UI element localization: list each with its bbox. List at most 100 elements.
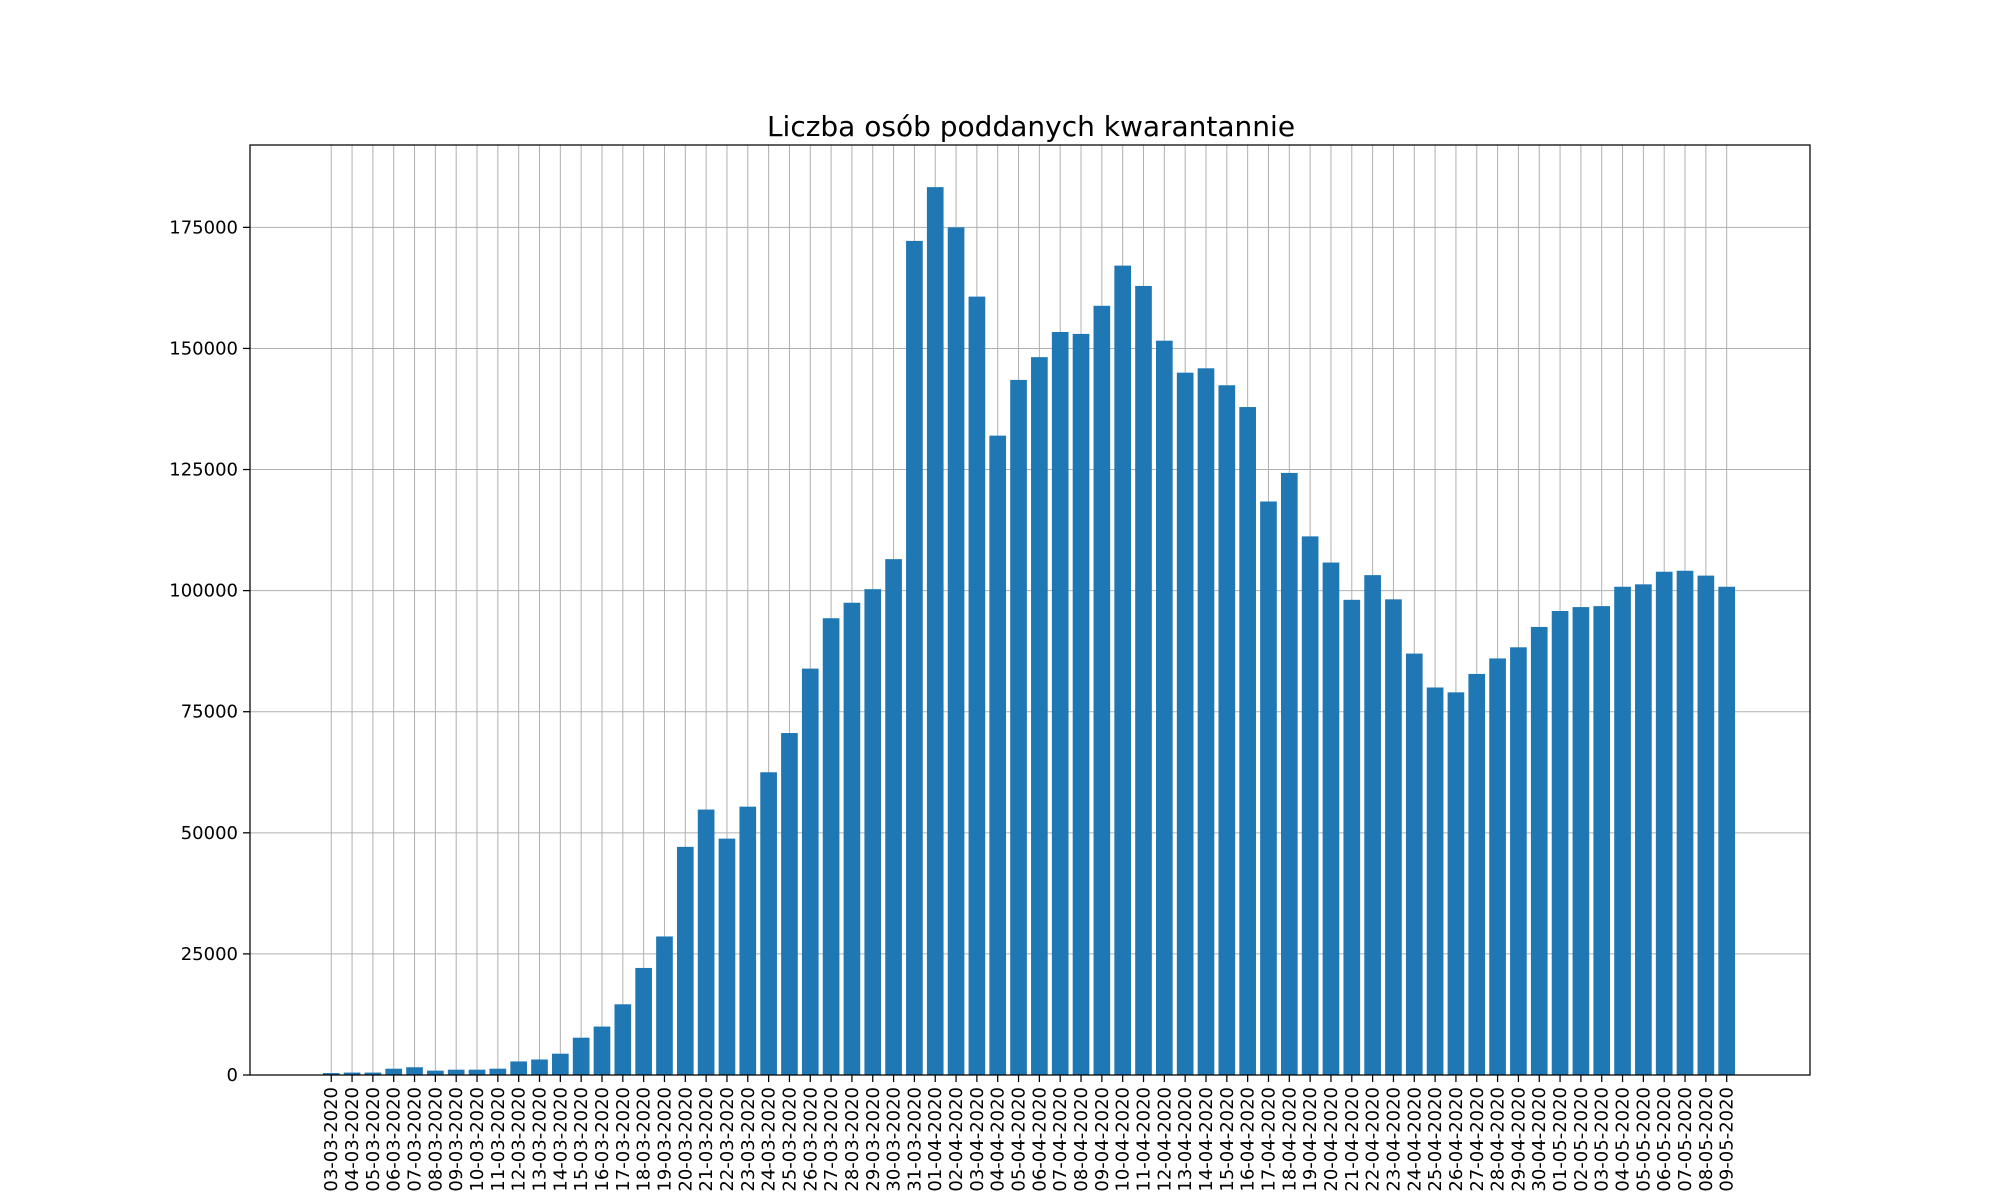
- bar-07-03-2020: [406, 1067, 423, 1075]
- bar-11-03-2020: [489, 1068, 507, 1075]
- x-tick-label: 07-05-2020: [1675, 1087, 1696, 1192]
- bar-25-03-2020: [781, 733, 798, 1075]
- bar-18-03-2020: [635, 967, 652, 1075]
- bar-26-03-2020: [801, 668, 819, 1075]
- x-tick-label: 11-04-2020: [1134, 1087, 1155, 1192]
- bar-25-04-2020: [1426, 687, 1444, 1075]
- x-tick-label: 24-04-2020: [1404, 1087, 1425, 1192]
- y-tick-label: 50000: [181, 823, 238, 844]
- x-tick-label: 22-04-2020: [1363, 1087, 1384, 1192]
- x-tick-label: 06-04-2020: [1029, 1087, 1050, 1192]
- bar-13-04-2020: [1176, 372, 1194, 1075]
- x-tick-label: 08-05-2020: [1696, 1087, 1717, 1192]
- chart-title: Liczba osób poddanych kwarantannie: [767, 110, 1295, 143]
- x-tick-label: 10-04-2020: [1113, 1087, 1134, 1192]
- bar-03-05-2020: [1593, 606, 1611, 1075]
- x-tick-label: 09-04-2020: [1092, 1087, 1113, 1192]
- bar-10-03-2020: [468, 1069, 486, 1075]
- bar-09-04-2020: [1093, 305, 1111, 1075]
- x-tick-label: 18-04-2020: [1279, 1087, 1300, 1192]
- bar-30-03-2020: [885, 559, 902, 1075]
- x-tick-label: 13-04-2020: [1175, 1087, 1196, 1192]
- y-tick-label: 125000: [169, 460, 238, 481]
- y-tick-label: 175000: [169, 217, 238, 238]
- bar-27-03-2020: [822, 618, 840, 1075]
- bar-06-05-2020: [1655, 571, 1673, 1075]
- bar-07-05-2020: [1676, 570, 1694, 1075]
- bar-05-04-2020: [1010, 379, 1027, 1075]
- x-tick-label: 09-03-2020: [446, 1087, 467, 1192]
- bar-16-03-2020: [593, 1026, 611, 1075]
- bar-21-03-2020: [697, 809, 715, 1075]
- bar-09-05-2020: [1718, 586, 1736, 1075]
- x-tick-label: 26-03-2020: [800, 1087, 821, 1192]
- bar-08-05-2020: [1697, 575, 1715, 1075]
- bars: [322, 187, 1736, 1075]
- x-tick-label: 02-04-2020: [946, 1087, 967, 1192]
- bar-27-04-2020: [1468, 673, 1486, 1075]
- bar-11-04-2020: [1135, 285, 1152, 1075]
- x-tick-label: 01-05-2020: [1550, 1087, 1571, 1192]
- bar-31-03-2020: [906, 240, 923, 1075]
- x-tick-label: 18-03-2020: [634, 1087, 655, 1192]
- x-tick-label: 14-03-2020: [550, 1087, 571, 1192]
- bar-12-03-2020: [510, 1061, 528, 1075]
- x-tick-label: 08-04-2020: [1071, 1087, 1092, 1192]
- bar-29-03-2020: [864, 589, 882, 1075]
- x-tick-label: 19-04-2020: [1300, 1087, 1321, 1192]
- bar-05-05-2020: [1635, 584, 1652, 1075]
- y-tick-label: 25000: [181, 944, 238, 965]
- x-tick-label: 26-04-2020: [1446, 1087, 1467, 1192]
- x-tick-label: 20-04-2020: [1321, 1087, 1342, 1192]
- x-tick-label: 05-03-2020: [363, 1087, 384, 1192]
- bar-22-04-2020: [1364, 575, 1381, 1075]
- x-tick-label: 22-03-2020: [717, 1087, 738, 1192]
- x-tick-label: 03-03-2020: [321, 1087, 342, 1192]
- x-tick-label: 10-03-2020: [467, 1087, 488, 1192]
- bar-08-04-2020: [1072, 333, 1090, 1075]
- x-tick-label: 06-05-2020: [1654, 1087, 1675, 1192]
- bar-19-03-2020: [656, 936, 673, 1075]
- x-tick-label: 14-04-2020: [1196, 1087, 1217, 1192]
- bar-02-05-2020: [1572, 607, 1590, 1075]
- x-tick-label: 05-05-2020: [1633, 1087, 1654, 1192]
- x-tick-label: 02-05-2020: [1571, 1087, 1592, 1192]
- bar-20-04-2020: [1322, 562, 1340, 1075]
- bar-19-04-2020: [1301, 536, 1319, 1075]
- y-tick-label: 75000: [181, 702, 238, 723]
- bar-05-03-2020: [364, 1072, 382, 1075]
- bar-30-04-2020: [1530, 626, 1548, 1075]
- x-tick-label: 13-03-2020: [530, 1087, 551, 1192]
- x-tick-label: 12-04-2020: [1154, 1087, 1175, 1192]
- bar-26-04-2020: [1447, 692, 1465, 1075]
- bar-04-03-2020: [343, 1072, 361, 1075]
- x-tick-label: 23-03-2020: [738, 1087, 759, 1192]
- x-tick-label: 04-05-2020: [1613, 1087, 1634, 1192]
- plot-frame: [249, 144, 1811, 1076]
- x-tick-label: 23-04-2020: [1383, 1087, 1404, 1192]
- bar-03-04-2020: [968, 296, 986, 1075]
- x-tick-label: 27-04-2020: [1467, 1087, 1488, 1192]
- bar-20-03-2020: [676, 846, 694, 1075]
- x-tick-label: 07-04-2020: [1050, 1087, 1071, 1192]
- bar-17-04-2020: [1260, 501, 1277, 1075]
- x-tick-label: 28-03-2020: [842, 1087, 863, 1192]
- x-tick-label: 25-04-2020: [1425, 1087, 1446, 1192]
- x-tick-label: 07-03-2020: [405, 1087, 426, 1192]
- bar-03-03-2020: [322, 1073, 340, 1075]
- x-tick-label: 27-03-2020: [821, 1087, 842, 1192]
- x-tick-label: 06-03-2020: [384, 1087, 405, 1192]
- x-tick-label: 17-03-2020: [613, 1087, 634, 1192]
- bar-09-03-2020: [447, 1069, 465, 1075]
- x-tick-label: 05-04-2020: [1009, 1087, 1030, 1192]
- x-tick-label: 04-03-2020: [342, 1087, 363, 1192]
- x-tick-label: 15-04-2020: [1217, 1087, 1238, 1192]
- y-tick-label: 100000: [169, 581, 238, 602]
- bar-08-03-2020: [427, 1070, 444, 1075]
- bar-21-04-2020: [1343, 599, 1361, 1075]
- x-tick-label: 25-03-2020: [779, 1087, 800, 1192]
- bar-23-03-2020: [739, 806, 757, 1075]
- bar-28-04-2020: [1489, 658, 1506, 1075]
- x-tick-label: 21-03-2020: [696, 1087, 717, 1192]
